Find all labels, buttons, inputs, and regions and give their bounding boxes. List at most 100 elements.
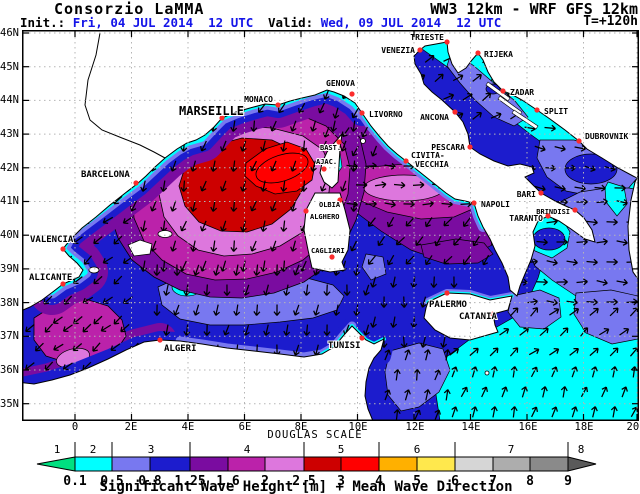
wave-arrow [122,256,133,264]
wave-arrow-glyph [469,347,479,357]
wave-arrow-glyph [415,236,424,246]
wave-arrow [569,348,579,356]
city-label: BARCELONA [81,170,130,180]
wave-arrow-glyph [360,126,368,138]
wave-arrow [443,389,451,401]
wave-arrow [365,200,377,208]
wave-arrow [451,366,458,378]
wave-arrow-glyph [230,120,238,132]
valid-row: Valid: Wed, 09 JUL 2014 12 UTC [268,15,501,30]
wave-arrow-glyph [566,258,578,266]
wave-arrow [556,278,568,286]
wave-arrow [353,304,361,316]
wave-arrow-glyph [170,200,177,212]
wave-arrow [290,120,297,132]
wave-arrow [367,255,376,265]
wave-arrow [233,264,241,276]
legend-threshold: 5 [413,474,421,489]
lon-label: 16E [518,421,538,433]
wave-arrow [481,386,489,398]
wave-arrow-glyph [290,240,297,252]
wave-arrow [586,218,598,226]
wave-arrow-glyph [173,264,181,276]
legend-cell [189,456,229,472]
wave-arrow [258,103,266,113]
land-croatian-island-3 [511,109,539,130]
city-dot [349,91,355,97]
wave-arrow [510,406,518,418]
wave-arrow [546,298,558,306]
wave-arrow-glyph [589,307,599,317]
city-label: TARANTO [509,214,543,223]
wave-arrow [353,264,361,276]
wave-arrow-glyph [258,103,266,113]
legend-threshold: 4 [375,474,383,489]
wave-arrow [173,264,181,276]
wave-arrow-glyph [460,386,469,398]
wave-arrow-glyph [551,366,558,378]
wave-arrow [606,298,618,306]
wave-arrow-glyph [313,304,320,316]
wave-arrow [113,315,123,325]
wave-arrow-glyph [52,316,63,324]
legend-threshold: 6 [451,474,459,489]
wave-arrow-glyph [340,180,347,192]
lon-label: 4E [181,421,195,433]
wave-arrow-glyph [400,336,408,348]
lat-label: 36N [0,364,19,376]
wave-arrow [179,220,187,232]
wave-arrow [551,366,558,378]
wave-arrow [541,386,548,398]
wave-arrow-glyph [616,238,628,246]
wave-arrow [393,369,401,381]
legend-threshold: 0.8 [138,474,162,489]
land-africa [15,325,385,422]
wave-arrow [386,216,395,228]
wave-arrow [434,369,441,381]
wave-arrow-glyph [223,284,231,296]
wave-arrow [415,236,424,246]
wave-arrow [370,145,378,157]
wave-arrow [424,389,431,401]
wave-arrow [551,406,558,418]
init-row: Init.: Fri, 04 JUL 2014 12 UTC [20,15,253,30]
wave-arrow-glyph [539,327,549,337]
wave-arrow [260,220,268,232]
wave-arrow-glyph [571,366,578,378]
wave-arrow [100,324,112,333]
wave-arrow [569,308,580,316]
wave-arrow [384,200,396,208]
city-label: LIVORNO [369,110,403,119]
wave-arrow-glyph [150,200,157,212]
wave-arrow-glyph [536,238,548,246]
wave-arrow-glyph [280,260,288,272]
wave-arrow-glyph [250,240,257,252]
wave-arrow-glyph [403,200,415,208]
wave-arrow-glyph [163,284,171,296]
city-label: ALGHERO [310,213,340,221]
city-label: CATANIA [459,312,498,322]
wave-arrow-glyph [501,386,508,398]
city-dot [329,254,335,260]
wave-arrow-glyph [233,264,241,276]
wave-arrow [350,120,358,132]
wave-arrow [83,255,92,265]
wave-arrow [62,324,73,332]
wave-arrow [616,199,628,206]
wave-arrow-glyph [453,236,462,246]
wave-arrow [183,324,191,336]
wave-arrow-glyph [179,220,187,232]
wave-arrow [489,347,499,357]
wave-arrow-glyph [594,184,606,192]
wave-arrow [270,160,277,172]
wave-arrow-glyph [569,308,580,316]
wave-arrow [598,327,610,336]
wave-arrow [571,406,578,418]
wave-arrow [260,180,268,192]
wave-arrow [230,240,238,252]
wave-arrow [509,307,519,317]
wave-arrow [273,264,281,276]
wave-arrow-glyph [342,127,350,138]
map-border [22,30,639,421]
wave-arrow-glyph [200,180,207,192]
